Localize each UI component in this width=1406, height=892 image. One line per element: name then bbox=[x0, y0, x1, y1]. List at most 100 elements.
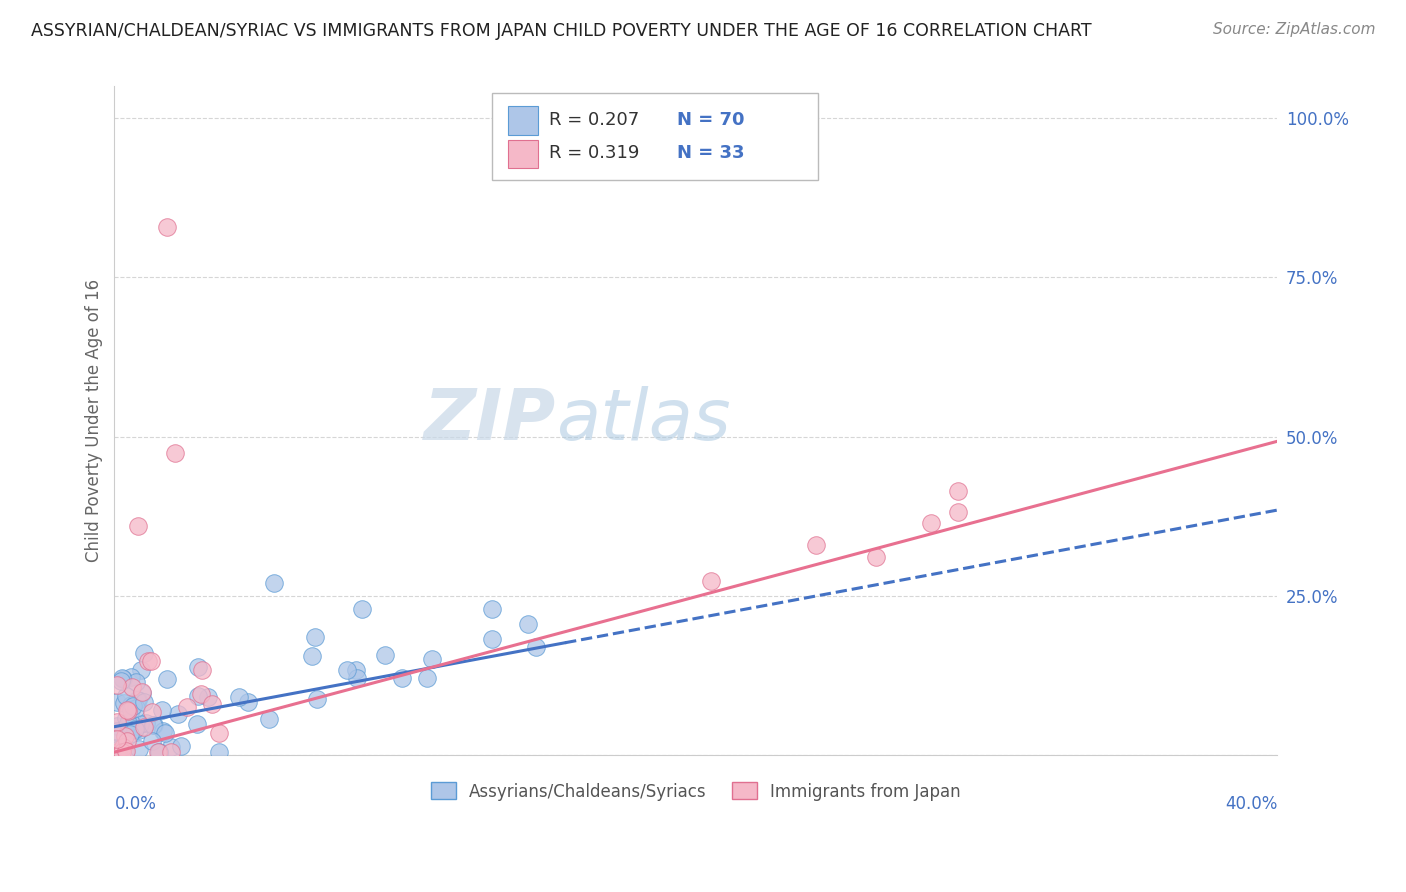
Point bbox=[132, 695, 155, 709]
Text: 0.0%: 0.0% bbox=[114, 796, 156, 814]
Point bbox=[132, 646, 155, 660]
Point bbox=[135, 716, 157, 731]
Point bbox=[481, 632, 503, 646]
Point bbox=[124, 719, 146, 733]
Point bbox=[114, 690, 136, 704]
Text: ZIP: ZIP bbox=[425, 386, 557, 455]
Point bbox=[110, 745, 132, 759]
Text: N = 70: N = 70 bbox=[678, 111, 745, 128]
Point bbox=[152, 724, 174, 739]
Text: R = 0.319: R = 0.319 bbox=[550, 145, 640, 162]
Point bbox=[124, 723, 146, 738]
Point bbox=[134, 719, 156, 733]
Point bbox=[201, 697, 224, 711]
Point bbox=[141, 654, 163, 668]
Point bbox=[208, 745, 231, 759]
Point bbox=[105, 677, 128, 691]
Point bbox=[105, 724, 128, 739]
Point bbox=[263, 576, 285, 591]
Point bbox=[156, 219, 179, 234]
Point bbox=[806, 538, 828, 552]
Point bbox=[114, 745, 136, 759]
Point bbox=[128, 742, 150, 756]
Point bbox=[105, 715, 128, 730]
Point bbox=[700, 574, 723, 588]
Point bbox=[148, 745, 170, 759]
FancyBboxPatch shape bbox=[508, 106, 537, 135]
Point bbox=[481, 602, 503, 616]
Point bbox=[420, 652, 443, 666]
Point bbox=[111, 671, 134, 685]
Point bbox=[129, 717, 152, 731]
Point bbox=[186, 717, 208, 731]
FancyBboxPatch shape bbox=[508, 140, 537, 168]
Point bbox=[110, 674, 132, 689]
Point bbox=[124, 723, 146, 737]
Point bbox=[125, 675, 148, 690]
Point bbox=[187, 659, 209, 673]
Point bbox=[301, 649, 323, 664]
Point bbox=[120, 698, 142, 712]
Point bbox=[121, 680, 143, 694]
Point bbox=[946, 505, 969, 519]
Point bbox=[344, 663, 367, 677]
Point bbox=[108, 742, 131, 756]
Point bbox=[105, 719, 128, 733]
Point bbox=[105, 741, 128, 756]
Point bbox=[114, 729, 136, 743]
Point bbox=[167, 706, 190, 721]
Point bbox=[131, 686, 153, 700]
Point bbox=[146, 745, 169, 759]
Point bbox=[120, 714, 142, 728]
Point bbox=[142, 718, 165, 732]
Point bbox=[160, 739, 183, 754]
Point bbox=[187, 689, 209, 703]
Point bbox=[127, 519, 149, 533]
Point bbox=[176, 700, 198, 714]
Point bbox=[125, 701, 148, 715]
Point bbox=[346, 671, 368, 685]
Point bbox=[118, 727, 141, 741]
Point bbox=[141, 734, 163, 748]
Point bbox=[117, 703, 139, 717]
Point bbox=[141, 706, 163, 720]
Point bbox=[307, 691, 329, 706]
Point bbox=[160, 745, 183, 759]
Point bbox=[127, 693, 149, 707]
Point bbox=[170, 739, 193, 754]
Point bbox=[117, 715, 139, 730]
Text: Source: ZipAtlas.com: Source: ZipAtlas.com bbox=[1212, 22, 1375, 37]
Point bbox=[105, 745, 128, 759]
Point bbox=[336, 663, 359, 677]
Point bbox=[257, 712, 280, 726]
Point bbox=[374, 648, 396, 662]
Legend: Assyrians/Chaldeans/Syriacs, Immigrants from Japan: Assyrians/Chaldeans/Syriacs, Immigrants … bbox=[425, 776, 967, 807]
Point bbox=[120, 703, 142, 717]
Point bbox=[304, 630, 326, 644]
Point bbox=[105, 732, 128, 747]
Text: atlas: atlas bbox=[557, 386, 731, 455]
Point bbox=[416, 671, 439, 685]
FancyBboxPatch shape bbox=[492, 93, 818, 180]
Point bbox=[524, 640, 547, 654]
Point bbox=[115, 734, 138, 748]
Point bbox=[143, 717, 166, 731]
Point bbox=[117, 704, 139, 718]
Text: 40.0%: 40.0% bbox=[1225, 796, 1278, 814]
Point bbox=[111, 740, 134, 755]
Point bbox=[131, 685, 153, 699]
Text: N = 33: N = 33 bbox=[678, 145, 745, 162]
Text: R = 0.207: R = 0.207 bbox=[550, 111, 640, 128]
Point bbox=[191, 663, 214, 677]
Point bbox=[115, 711, 138, 725]
Point bbox=[156, 673, 179, 687]
Point bbox=[111, 672, 134, 686]
Point bbox=[165, 446, 187, 460]
Text: ASSYRIAN/CHALDEAN/SYRIAC VS IMMIGRANTS FROM JAPAN CHILD POVERTY UNDER THE AGE OF: ASSYRIAN/CHALDEAN/SYRIAC VS IMMIGRANTS F… bbox=[31, 22, 1091, 40]
Point bbox=[946, 483, 969, 498]
Point bbox=[105, 695, 128, 709]
Point bbox=[865, 550, 887, 565]
Point bbox=[920, 516, 942, 531]
Point bbox=[391, 671, 413, 685]
Point bbox=[120, 670, 142, 684]
